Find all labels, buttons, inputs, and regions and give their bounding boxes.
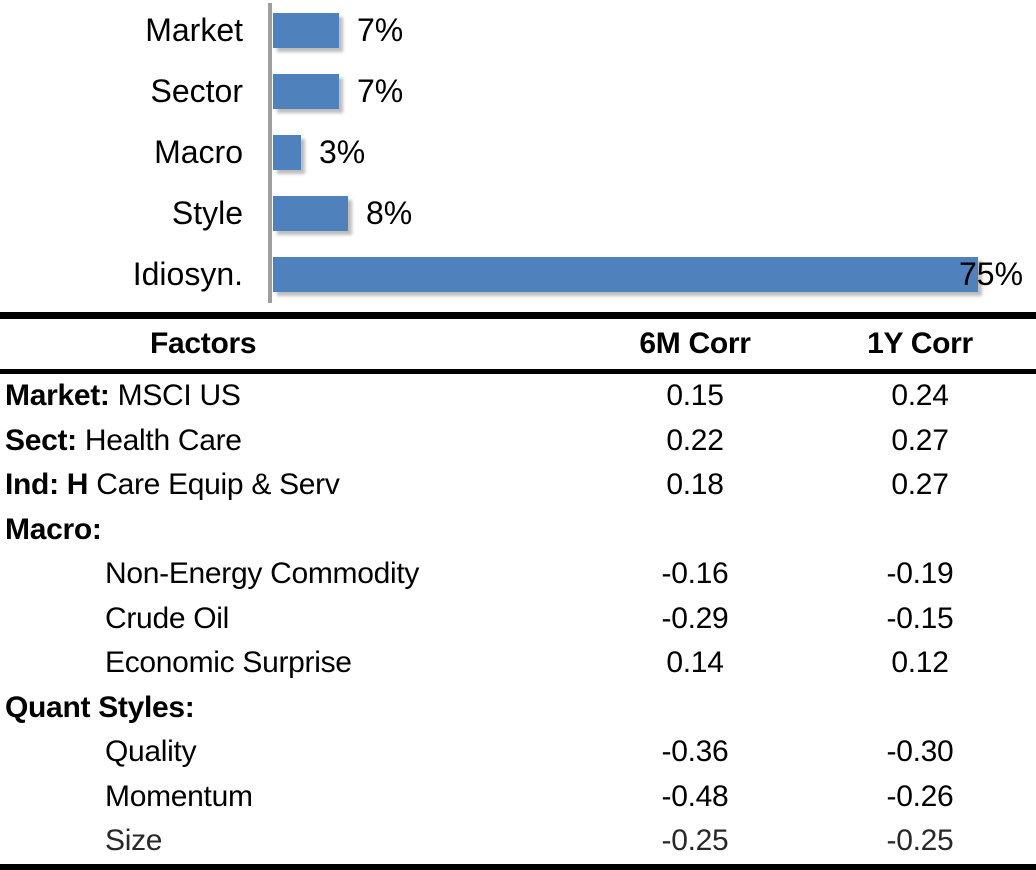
table-row-market: Market: MSCI US 0.15 0.24 (0, 374, 1036, 419)
bar-value-label-idiosyncratic: 75% (959, 256, 1024, 292)
bar-idiosyncratic (273, 257, 978, 292)
row-label-prefix: Quant Styles: (5, 690, 195, 724)
cell-6m-corr: -0.48 (661, 779, 729, 813)
cell-6m-corr: -0.25 (661, 824, 729, 858)
category-label-market: Market (145, 12, 243, 48)
cell-6m-corr: -0.36 (661, 735, 729, 769)
bar-row-idiosyncratic: Idiosyn. 75% (0, 257, 1036, 292)
table-row-quality: Quality -0.36 -0.30 (0, 730, 1036, 775)
row-label: Quality (105, 735, 197, 769)
bar-style (273, 196, 348, 231)
table-row-industry: Ind: H Care Equip & Serv 0.18 0.27 (0, 463, 1036, 508)
row-label: Health Care (84, 423, 242, 457)
row-label: Economic Surprise (105, 646, 352, 680)
cell-1y-corr: -0.19 (886, 557, 954, 591)
table-header-row: Factors 6M Corr 1Y Corr (0, 319, 1036, 374)
row-label: Size (105, 824, 163, 858)
bar-macro (273, 135, 301, 170)
bar-row-style: Style 8% (0, 196, 1036, 231)
risk-decomposition-bar-chart: Market 7% Sector 7% Macro 3% Style 8% Id… (0, 0, 1036, 312)
category-label-style: Style (171, 195, 243, 231)
cell-6m-corr: 0.14 (666, 646, 724, 680)
row-label: Care Equip & Serv (96, 468, 340, 502)
row-label-prefix: Market: (5, 379, 118, 413)
table-row-momentum: Momentum -0.48 -0.26 (0, 775, 1036, 820)
cell-1y-corr: 0.12 (891, 646, 949, 680)
cell-1y-corr: 0.27 (891, 468, 949, 502)
row-label: Momentum (105, 779, 253, 813)
table-row-economic-surprise: Economic Surprise 0.14 0.12 (0, 641, 1036, 686)
row-label: Crude Oil (105, 601, 230, 635)
cell-1y-corr: -0.25 (886, 824, 954, 858)
category-label-idiosyncratic: Idiosyn. (132, 256, 243, 292)
header-factors: Factors (150, 327, 257, 360)
bar-row-macro: Macro 3% (0, 135, 1036, 170)
table-row-quant-styles-header: Quant Styles: (0, 686, 1036, 731)
row-label: Non-Energy Commodity (105, 557, 420, 591)
cell-1y-corr: -0.15 (886, 601, 954, 635)
bar-sector (273, 74, 339, 109)
factor-correlation-table: Factors 6M Corr 1Y Corr Market: MSCI US … (0, 312, 1036, 870)
cell-1y-corr: -0.26 (886, 779, 954, 813)
cell-6m-corr: 0.18 (666, 468, 724, 502)
cell-6m-corr: -0.16 (661, 557, 729, 591)
header-6m-corr: 6M Corr (639, 327, 751, 360)
row-label-prefix: Ind: H (5, 468, 97, 502)
bar-row-market: Market 7% (0, 13, 1036, 48)
header-1y-corr: 1Y Corr (867, 327, 973, 360)
table-row-non-energy-commodity: Non-Energy Commodity -0.16 -0.19 (0, 552, 1036, 597)
bar-value-label-macro: 3% (319, 134, 366, 170)
bar-value-label-market: 7% (357, 12, 404, 48)
bar-value-label-sector: 7% (357, 73, 404, 109)
row-label-prefix: Sect: (5, 423, 85, 457)
table-row-size: Size -0.25 -0.25 (0, 819, 1036, 864)
cell-6m-corr: 0.15 (666, 379, 724, 413)
cell-1y-corr: 0.24 (891, 379, 949, 413)
bar-row-sector: Sector 7% (0, 74, 1036, 109)
table-row-macro-header: Macro: (0, 508, 1036, 553)
row-label-prefix: Macro: (5, 512, 102, 546)
cell-1y-corr: 0.27 (891, 423, 949, 457)
bar-market (273, 13, 339, 48)
y-axis-line (268, 3, 272, 303)
cell-1y-corr: -0.30 (886, 735, 954, 769)
row-label: MSCI US (117, 379, 241, 413)
category-label-macro: Macro (154, 134, 243, 170)
bar-value-label-style: 8% (366, 195, 413, 231)
cell-6m-corr: -0.29 (661, 601, 729, 635)
category-label-sector: Sector (150, 73, 243, 109)
table-row-crude-oil: Crude Oil -0.29 -0.15 (0, 597, 1036, 642)
cell-6m-corr: 0.22 (666, 423, 724, 457)
table-row-sector: Sect: Health Care 0.22 0.27 (0, 419, 1036, 464)
